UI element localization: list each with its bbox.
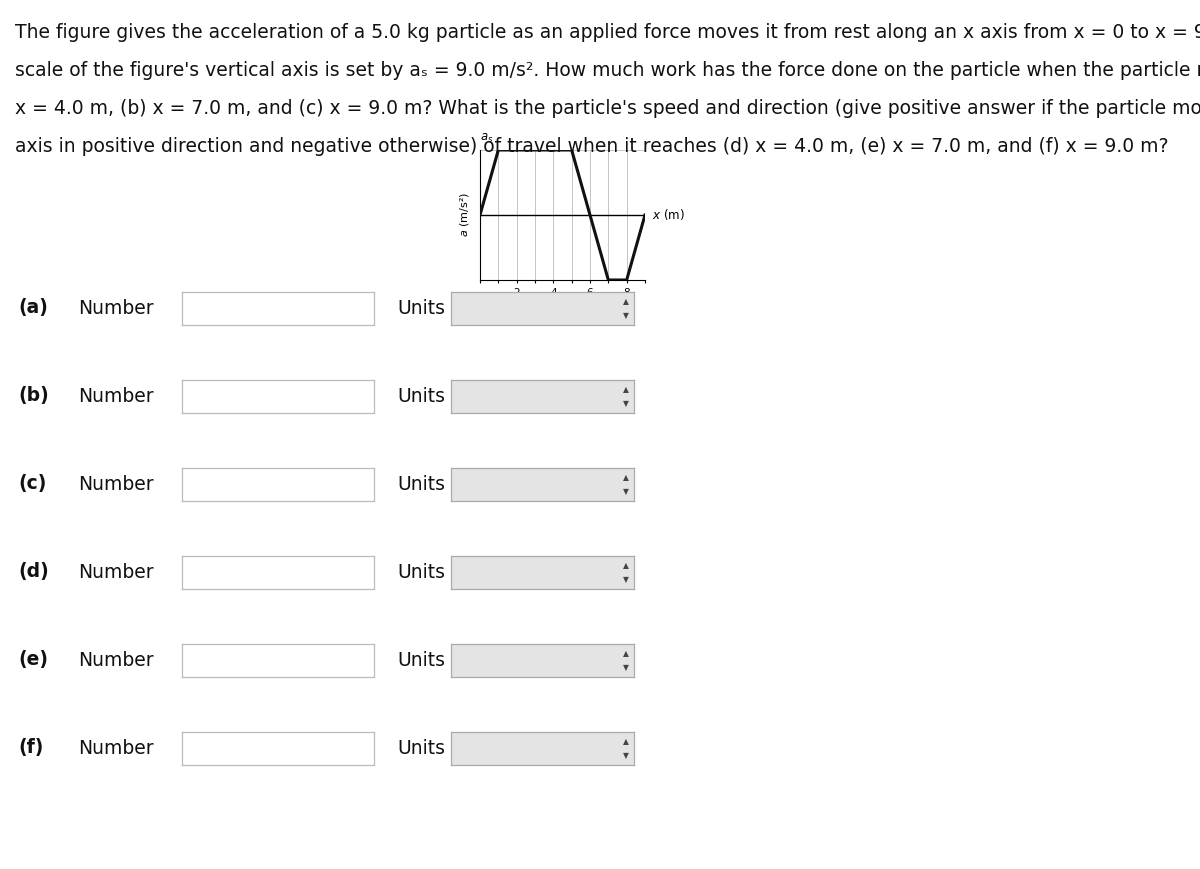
Text: i: i [164,653,169,668]
Text: Units: Units [397,562,445,581]
Text: scale of the figure's vertical axis is set by aₛ = 9.0 m/s². How much work has t: scale of the figure's vertical axis is s… [14,62,1200,81]
Text: (a): (a) [18,298,48,317]
Text: ▲: ▲ [623,296,629,306]
Text: i: i [164,301,169,316]
Text: ▼: ▼ [623,752,629,760]
Text: i: i [164,389,169,404]
Text: i: i [164,741,169,756]
Text: The figure gives the acceleration of a 5.0 kg particle as an applied force moves: The figure gives the acceleration of a 5… [14,23,1200,43]
Text: x = 4.0 m, (b) x = 7.0 m, and (c) x = 9.0 m? What is the particle's speed and di: x = 4.0 m, (b) x = 7.0 m, and (c) x = 9.… [14,99,1200,118]
Text: Units: Units [397,651,445,669]
Text: (d): (d) [18,562,49,581]
Text: ▲: ▲ [623,385,629,394]
Text: ▼: ▼ [623,488,629,496]
Text: $-a_s$: $-a_s$ [480,303,503,316]
Text: i: i [164,477,169,492]
Text: Number: Number [78,651,154,669]
Text: ▼: ▼ [623,399,629,408]
Y-axis label: $a$ (m/s²): $a$ (m/s²) [458,193,470,237]
Text: (e): (e) [18,651,48,669]
Text: ▼: ▼ [623,663,629,673]
Text: ▲: ▲ [623,737,629,746]
Text: Units: Units [397,739,445,758]
Text: Number: Number [78,298,154,317]
Text: ▼: ▼ [623,311,629,321]
Text: $a_s$: $a_s$ [480,132,493,145]
Text: Units: Units [397,474,445,494]
Text: i: i [164,565,169,580]
Text: Number: Number [78,562,154,581]
Text: Number: Number [78,474,154,494]
Text: (f): (f) [18,739,43,758]
Text: ▼: ▼ [623,575,629,584]
Text: Number: Number [78,387,154,406]
Text: ▲: ▲ [623,561,629,570]
Text: ▲: ▲ [623,473,629,481]
Text: (b): (b) [18,387,49,406]
Text: Number: Number [78,739,154,758]
Text: ▲: ▲ [623,649,629,658]
Text: (c): (c) [18,474,47,494]
Text: axis in positive direction and negative otherwise) of travel when it reaches (d): axis in positive direction and negative … [14,137,1169,156]
Text: Units: Units [397,298,445,317]
Text: $x$ (m): $x$ (m) [652,208,684,222]
Text: Units: Units [397,387,445,406]
